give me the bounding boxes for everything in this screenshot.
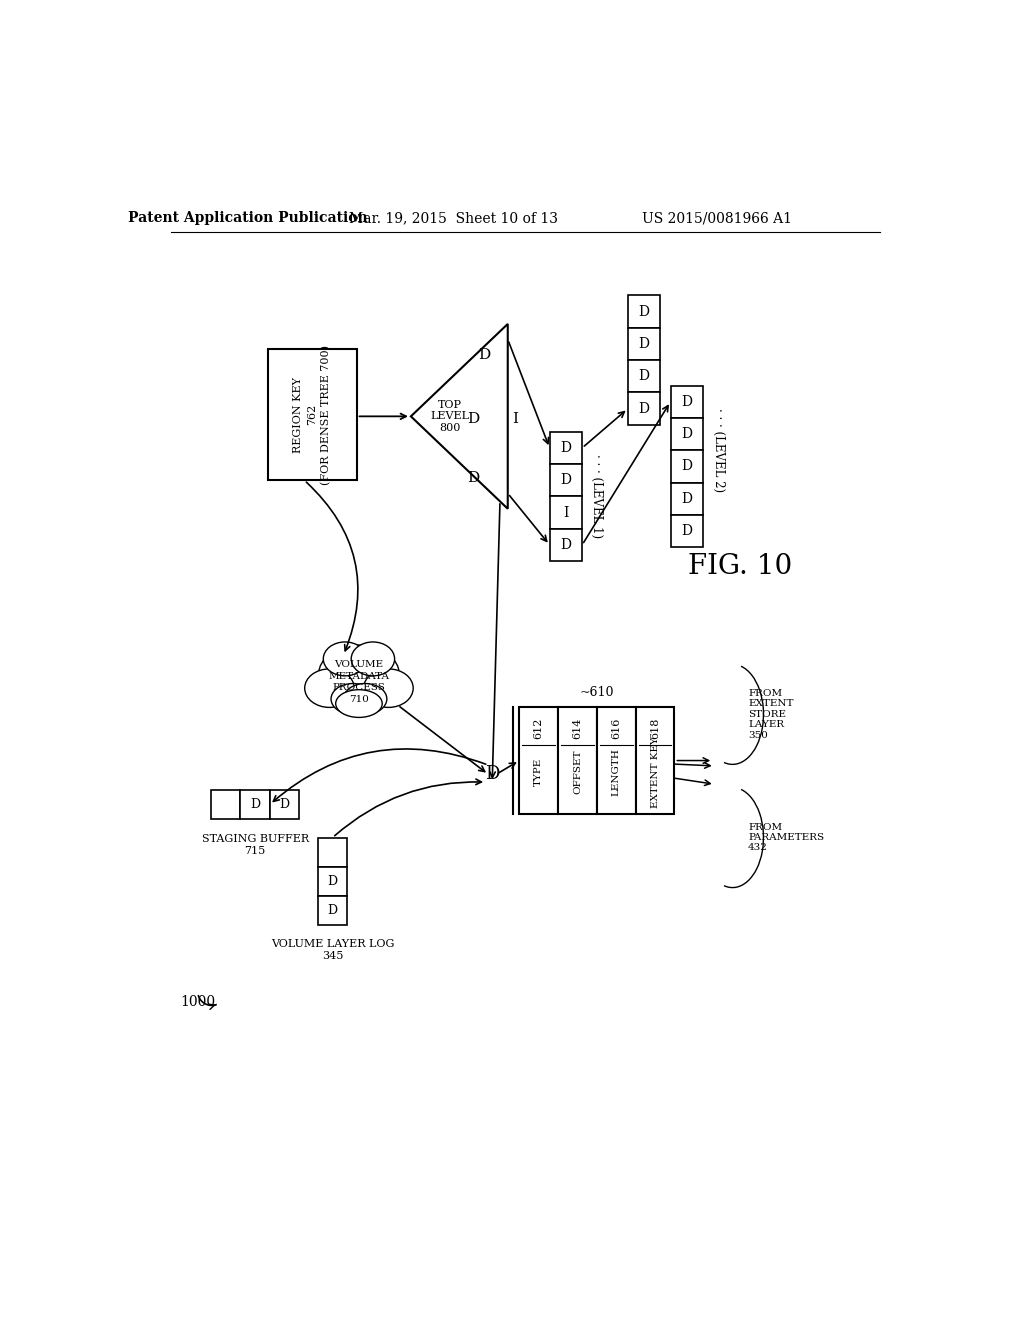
Bar <box>628 327 660 360</box>
Text: VOLUME LAYER LOG
345: VOLUME LAYER LOG 345 <box>271 940 394 961</box>
Text: D: D <box>681 459 692 474</box>
Bar <box>211 789 241 818</box>
Bar <box>671 450 703 483</box>
Text: 616: 616 <box>611 718 622 739</box>
Text: D: D <box>639 401 649 416</box>
Bar <box>628 296 660 327</box>
Text: D: D <box>328 904 338 917</box>
Text: D: D <box>485 766 500 783</box>
Text: Patent Application Publication: Patent Application Publication <box>128 211 368 226</box>
Bar <box>671 385 703 418</box>
Text: D: D <box>639 370 649 383</box>
Text: EXTENT KEY: EXTENT KEY <box>650 737 659 808</box>
Text: VOLUME
METADATA
PROCESS
710: VOLUME METADATA PROCESS 710 <box>329 660 389 704</box>
Text: D: D <box>681 428 692 441</box>
Text: STAGING BUFFER
715: STAGING BUFFER 715 <box>202 834 308 857</box>
Text: D: D <box>681 395 692 409</box>
Text: D: D <box>467 471 479 484</box>
Bar <box>597 706 636 814</box>
Text: FROM
PARAMETERS
432: FROM PARAMETERS 432 <box>748 822 824 853</box>
Text: D: D <box>560 441 571 455</box>
Text: FIG. 10: FIG. 10 <box>688 553 793 579</box>
Bar <box>317 867 347 896</box>
Bar <box>519 706 558 814</box>
Ellipse shape <box>331 684 375 714</box>
Bar <box>550 496 583 529</box>
Text: ~610: ~610 <box>580 686 614 700</box>
Text: OFFSET: OFFSET <box>573 750 582 795</box>
Bar <box>550 432 583 465</box>
Bar <box>317 896 347 925</box>
Text: D: D <box>639 305 649 318</box>
Bar <box>270 789 299 818</box>
Text: 612: 612 <box>534 718 544 739</box>
Text: US 2015/0081966 A1: US 2015/0081966 A1 <box>642 211 792 226</box>
Text: D: D <box>681 492 692 506</box>
Text: D: D <box>681 524 692 539</box>
Bar <box>241 789 270 818</box>
Ellipse shape <box>318 645 399 704</box>
Text: D: D <box>280 797 290 810</box>
Text: D: D <box>328 875 338 888</box>
Text: 614: 614 <box>572 718 583 739</box>
Ellipse shape <box>324 642 367 676</box>
Text: FROM
EXTENT
STORE
LAYER
350: FROM EXTENT STORE LAYER 350 <box>748 689 794 739</box>
Bar <box>628 360 660 392</box>
Text: TYPE: TYPE <box>535 758 544 787</box>
Text: D: D <box>560 474 571 487</box>
Bar <box>628 392 660 425</box>
Bar <box>550 465 583 496</box>
Bar <box>671 483 703 515</box>
Ellipse shape <box>343 684 387 714</box>
Bar <box>636 706 675 814</box>
Text: 1000: 1000 <box>180 994 215 1008</box>
Bar <box>671 515 703 548</box>
Text: D: D <box>639 337 649 351</box>
Bar <box>267 350 356 480</box>
Text: · · · (LEVEL 2): · · · (LEVEL 2) <box>712 408 725 492</box>
Text: D: D <box>250 797 260 810</box>
Text: I: I <box>512 412 518 425</box>
Ellipse shape <box>351 642 394 676</box>
Bar <box>671 418 703 450</box>
Text: REGION KEY
762
(FOR DENSE TREE 700): REGION KEY 762 (FOR DENSE TREE 700) <box>293 345 332 484</box>
Text: Mar. 19, 2015  Sheet 10 of 13: Mar. 19, 2015 Sheet 10 of 13 <box>349 211 558 226</box>
Text: D: D <box>478 347 490 362</box>
Ellipse shape <box>364 669 414 708</box>
Bar <box>558 706 597 814</box>
Text: LENGTH: LENGTH <box>611 748 621 796</box>
Ellipse shape <box>305 669 354 708</box>
Ellipse shape <box>336 689 382 718</box>
Bar <box>317 838 347 867</box>
Text: · · · (LEVEL 1): · · · (LEVEL 1) <box>590 454 602 539</box>
Text: I: I <box>563 506 568 520</box>
Bar <box>550 529 583 561</box>
Text: D: D <box>560 539 571 552</box>
Text: 618: 618 <box>650 718 660 739</box>
Text: D: D <box>467 412 479 425</box>
Text: TOP
LEVEL
800: TOP LEVEL 800 <box>430 400 469 433</box>
